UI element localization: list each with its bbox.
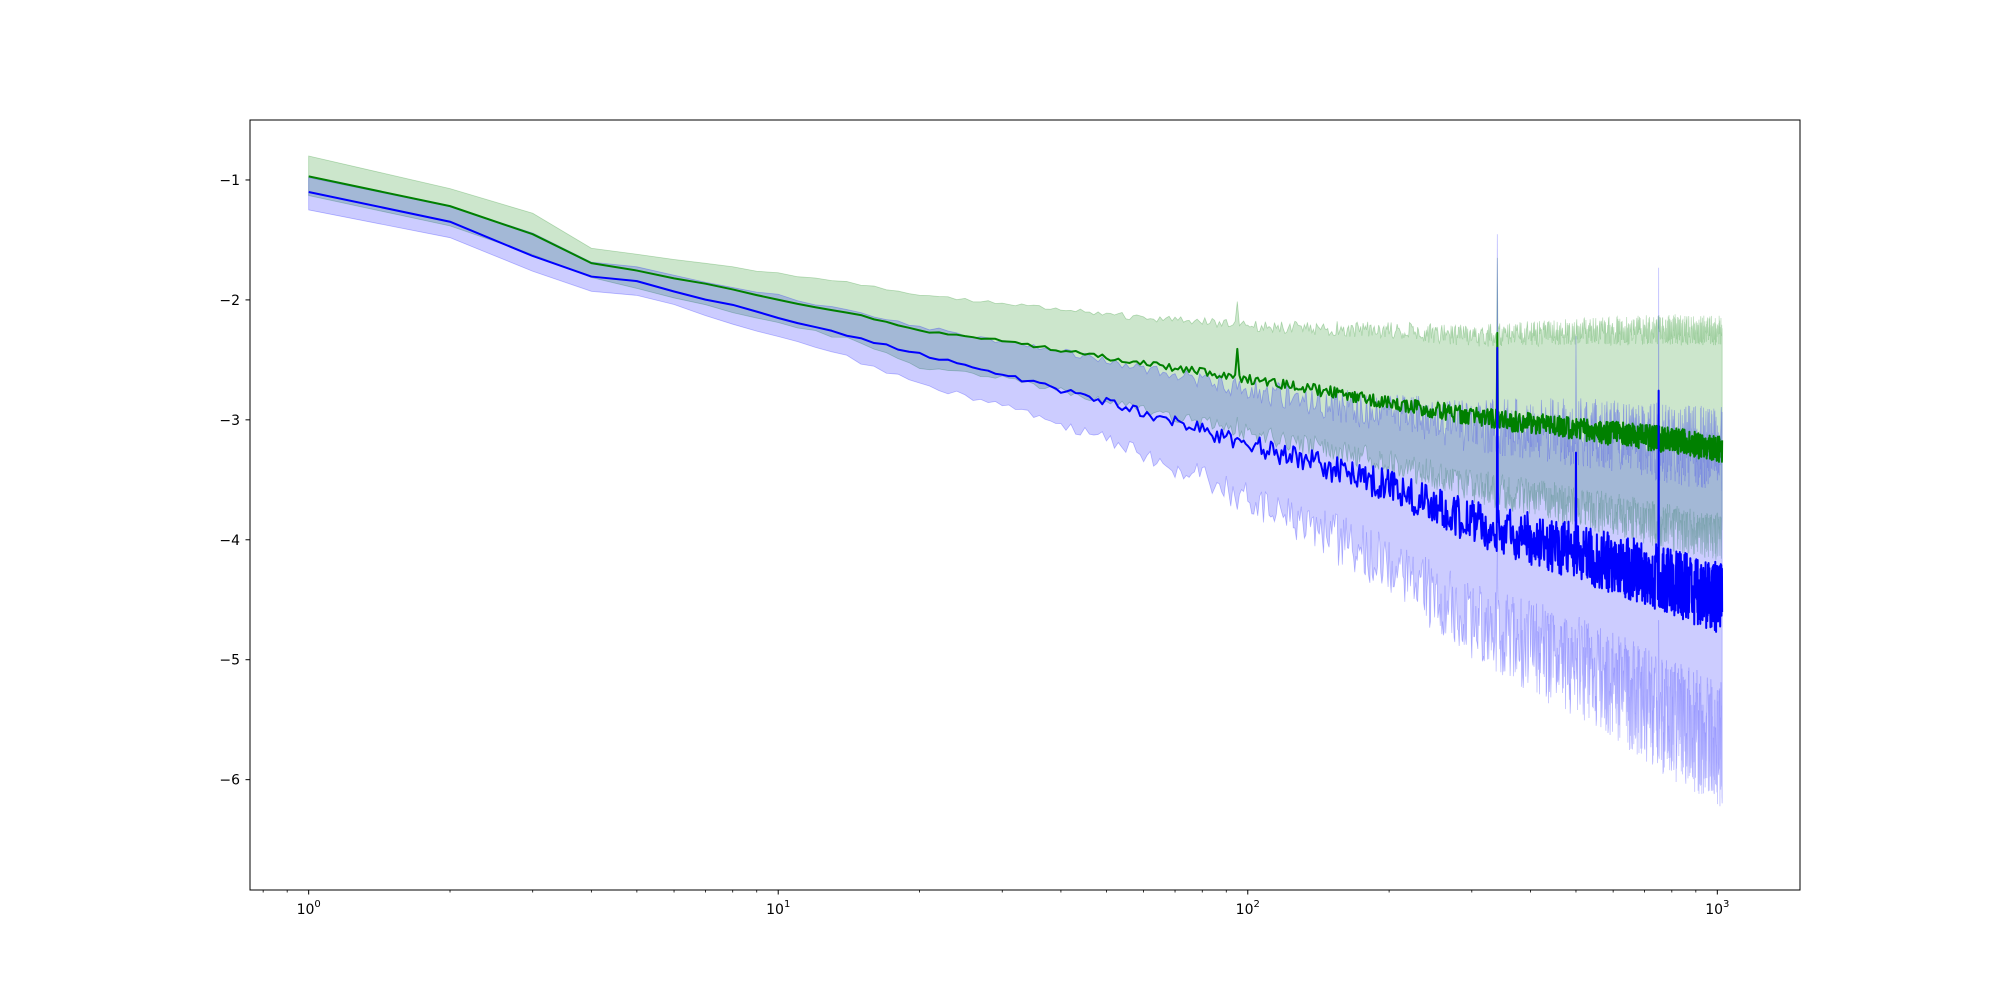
x-tick-label: 100 bbox=[297, 899, 321, 918]
x-tick-label: 101 bbox=[766, 899, 790, 918]
series-line-1 bbox=[308, 175, 1724, 463]
y-tick-label: −4 bbox=[219, 533, 240, 549]
series-line-2 bbox=[308, 190, 1724, 633]
y-tick-label: −2 bbox=[219, 293, 240, 309]
y-tick-label: −6 bbox=[219, 773, 240, 789]
x-tick-label: 103 bbox=[1705, 899, 1729, 918]
plot-area bbox=[308, 155, 1724, 807]
x-tick-label: 102 bbox=[1236, 899, 1260, 918]
y-tick-label: −1 bbox=[219, 173, 240, 189]
axes-frame bbox=[249, 119, 1801, 891]
y-tick-label: −3 bbox=[219, 413, 240, 429]
y-axis: −1 −2 −3 −4 −5 −6 bbox=[219, 173, 250, 789]
y-tick-label: −5 bbox=[219, 653, 240, 669]
x-axis: 100 101 102 103 bbox=[262, 890, 1729, 918]
